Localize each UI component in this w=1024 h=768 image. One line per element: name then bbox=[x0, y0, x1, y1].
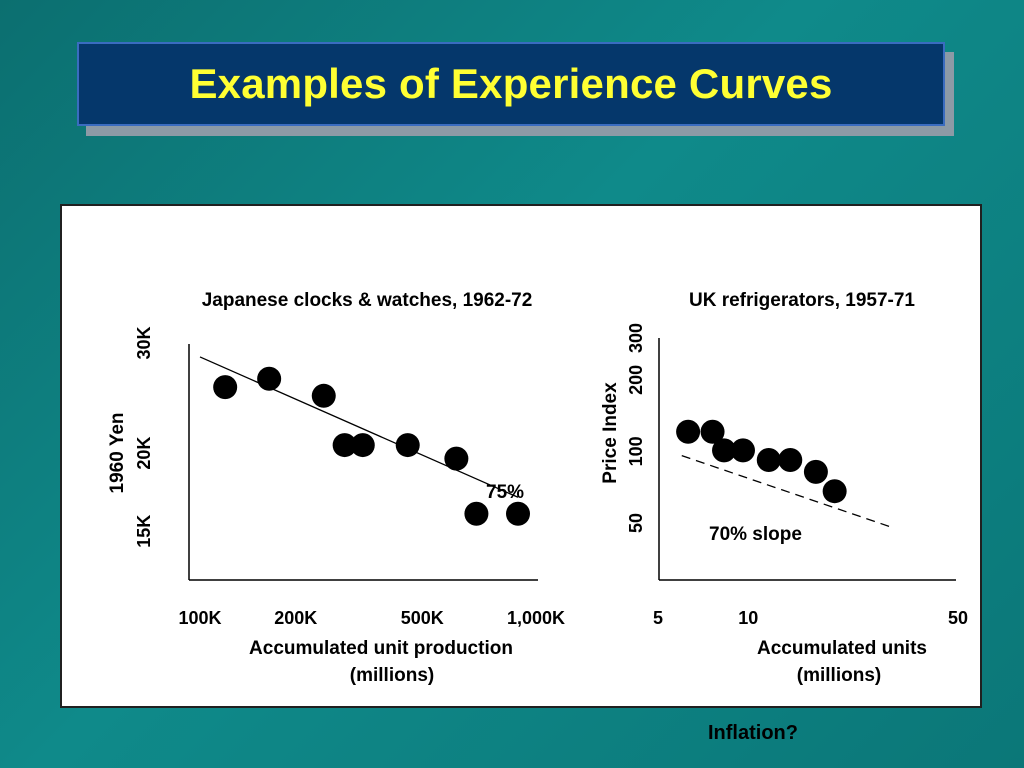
right-chart-y-tick-label: 100 bbox=[626, 436, 646, 466]
right-chart-x-tick-label: 10 bbox=[738, 608, 758, 628]
right-chart-data-point bbox=[778, 448, 803, 473]
right-chart-ylabel: Price Index bbox=[600, 382, 621, 484]
right-chart-data-point bbox=[822, 479, 847, 504]
charts-svg: Japanese clocks & watches, 1962-72 Accum… bbox=[107, 290, 968, 686]
left-chart-x-tick-label: 100K bbox=[178, 608, 221, 628]
left-chart-data-point bbox=[395, 433, 420, 458]
left-chart-data-point bbox=[444, 446, 469, 471]
left-chart-plot: 100K 200K 500K 1,000K 15K 20K 30K bbox=[134, 326, 565, 628]
left-chart-y-tick-label: 20K bbox=[134, 437, 154, 470]
inflation-question: Inflation? bbox=[708, 722, 798, 744]
right-chart-data-point bbox=[803, 459, 828, 484]
right-chart-data-point bbox=[676, 419, 701, 444]
right-chart-x-tick-label: 5 bbox=[653, 608, 663, 628]
right-chart-xlabel-line2: (millions) bbox=[797, 665, 881, 686]
left-chart-x-tick-label: 200K bbox=[274, 608, 317, 628]
left-chart-data-point bbox=[311, 383, 336, 408]
right-chart-plot: 5 10 50 50 100 200 300 bbox=[626, 323, 968, 628]
left-chart-data-point bbox=[257, 366, 282, 391]
left-chart-data-point bbox=[350, 433, 375, 458]
right-chart-data-point bbox=[756, 448, 781, 473]
left-chart-ylabel: 1960 Yen bbox=[107, 412, 128, 493]
left-chart-title: Japanese clocks & watches, 1962-72 bbox=[202, 290, 533, 311]
right-chart-data-point bbox=[712, 438, 737, 463]
left-chart-xlabel-line2: (millions) bbox=[350, 665, 434, 686]
left-chart-y-tick-label: 15K bbox=[134, 515, 154, 548]
right-chart-trendline bbox=[681, 455, 892, 528]
left-chart-data-point bbox=[506, 501, 530, 526]
left-chart-x-tick-label: 500K bbox=[401, 608, 444, 628]
left-chart-trendline bbox=[199, 356, 519, 498]
right-chart-y-tick-label: 50 bbox=[626, 513, 646, 533]
right-chart-data-point bbox=[700, 419, 725, 444]
chart-panel: Japanese clocks & watches, 1962-72 Accum… bbox=[60, 204, 982, 708]
right-chart-xlabel-line1: Accumulated units bbox=[757, 638, 927, 659]
left-chart-data-point bbox=[464, 501, 489, 526]
slide-title: Examples of Experience Curves bbox=[189, 60, 833, 107]
right-chart-data-point bbox=[730, 438, 755, 463]
left-chart-y-tick-label: 30K bbox=[134, 326, 154, 359]
right-chart-y-tick-label: 300 bbox=[626, 323, 646, 353]
right-chart-annotation: 70% slope bbox=[709, 524, 802, 545]
left-chart-data-point bbox=[213, 375, 238, 400]
left-chart-xlabel-line1: Accumulated unit production bbox=[249, 638, 513, 659]
right-chart-x-tick-label: 50 bbox=[948, 608, 968, 628]
right-chart-title: UK refrigerators, 1957-71 bbox=[689, 290, 915, 311]
title-banner: Examples of Experience Curves bbox=[77, 42, 945, 126]
left-chart-data-point bbox=[332, 433, 357, 458]
right-chart-y-tick-label: 200 bbox=[626, 365, 646, 395]
left-chart-x-tick-label: 1,000K bbox=[507, 608, 565, 628]
